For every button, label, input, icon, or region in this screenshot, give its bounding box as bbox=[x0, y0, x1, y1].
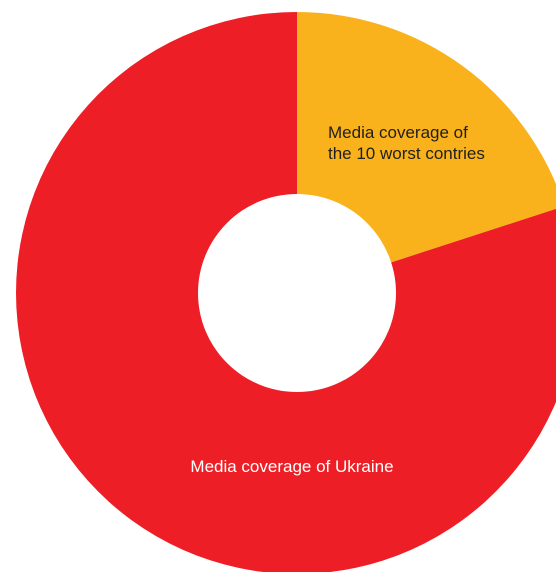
donut-hole bbox=[198, 194, 396, 392]
slice-label-0: Media coverage of the 10 worst contries bbox=[328, 123, 485, 163]
slice-labels: Media coverage of the 10 worst contriesMe… bbox=[190, 123, 484, 476]
slice-label-line: the 10 worst contries bbox=[328, 144, 485, 163]
slice-label-line: Media coverage of bbox=[328, 123, 468, 142]
slice-label-line: Media coverage of Ukraine bbox=[190, 457, 393, 476]
slice-label-1: Media coverage of Ukraine bbox=[190, 457, 393, 476]
